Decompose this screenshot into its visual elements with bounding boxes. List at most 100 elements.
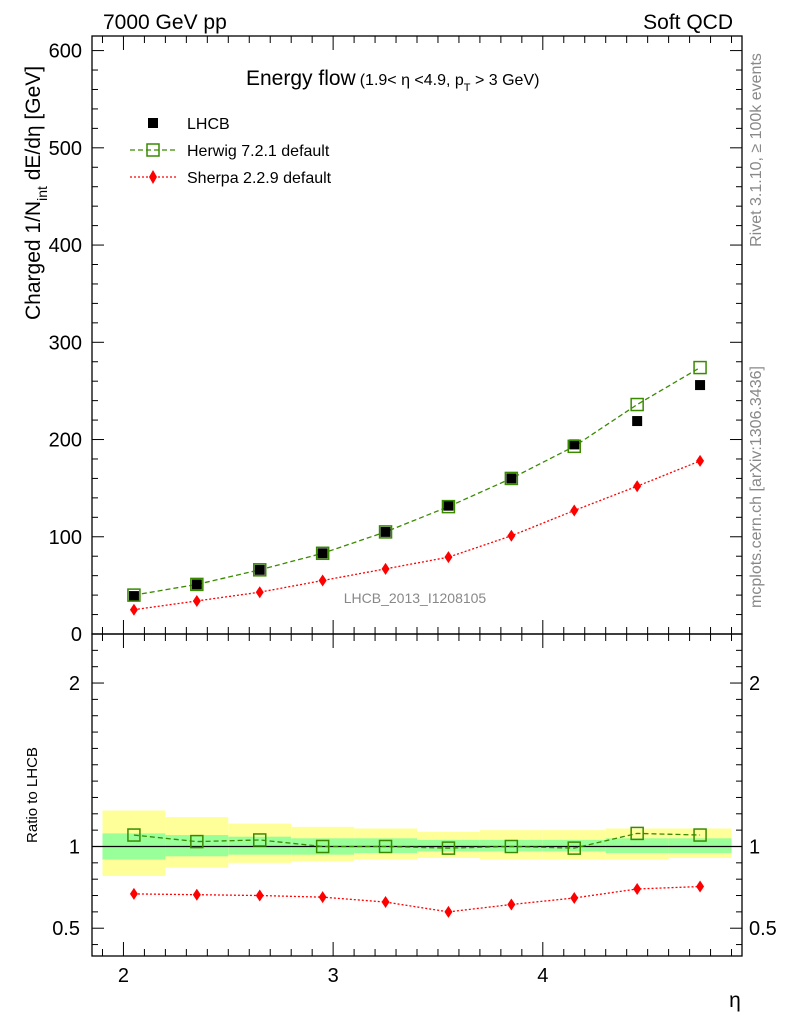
ratio-ylabel: Ratio to LHCB xyxy=(24,747,41,843)
header-right: Soft QCD xyxy=(643,11,733,34)
band-inner xyxy=(354,838,417,854)
lhcb-point xyxy=(380,526,391,537)
lhcb-point xyxy=(506,473,517,484)
herwig-point xyxy=(567,439,582,454)
lhcb-point xyxy=(254,564,265,575)
sherpa-point xyxy=(696,454,705,467)
sherpa-line xyxy=(133,460,701,611)
ratio-ytick-label: 1 xyxy=(69,836,80,858)
legend: LHCB Herwig 7.2.1 default Sherpa 2.2.9 d… xyxy=(130,116,332,187)
sherpa-point xyxy=(570,504,579,517)
legend-lhcb-label: LHCB xyxy=(187,116,230,133)
band-inner xyxy=(542,839,606,852)
chart-marks: 0 100 200 300 400 500 600 2 3 4 0.5 0.5 1 1 2 2 xyxy=(49,35,777,987)
herwig-point xyxy=(378,525,393,539)
sherpa-ratio-point xyxy=(192,888,201,901)
ratio-xtick-label: 2 xyxy=(118,965,129,987)
herwig-point xyxy=(315,546,330,561)
ratio-xlabel: η xyxy=(729,989,741,1012)
sherpa-point xyxy=(318,574,327,587)
sherpa-ratio-point xyxy=(633,882,642,895)
herwig-ratio-point xyxy=(315,839,330,854)
title-main: Energy flow xyxy=(246,67,357,90)
band-inner xyxy=(417,839,480,852)
herwig-ratio-point xyxy=(567,841,582,855)
main-ytick-label: 0 xyxy=(71,624,82,646)
lhcb-point xyxy=(443,500,454,511)
sherpa-point xyxy=(192,594,201,607)
sherpa-ratio-point xyxy=(444,905,453,918)
herwig-ratio-point xyxy=(252,833,267,847)
lhcb-point xyxy=(128,591,139,602)
herwig-ratio-point xyxy=(378,839,393,854)
header-left: 7000 GeV pp xyxy=(103,11,227,34)
herwig-point xyxy=(441,499,456,514)
legend-sherpa-marker xyxy=(149,170,157,184)
herwig-point xyxy=(190,577,204,592)
lhcb-point xyxy=(632,416,643,427)
band-inner xyxy=(668,838,732,854)
herwig-ratio-point xyxy=(127,828,141,842)
main-ytick-label: 600 xyxy=(49,41,82,63)
analysis-tag: LHCB_2013_I1208105 xyxy=(344,590,487,606)
main-ytick-label: 500 xyxy=(49,138,82,160)
band-inner xyxy=(605,838,669,854)
ratio-ytick-label: 2 xyxy=(69,673,80,695)
sherpa-point xyxy=(444,551,453,564)
herwig-point xyxy=(252,563,267,577)
herwig-ratio-point xyxy=(630,826,644,841)
sherpa-ratio-point xyxy=(507,898,516,911)
legend-sherpa-label: Sherpa 2.2.9 default xyxy=(187,170,332,187)
herwig-ratio-point xyxy=(693,828,707,842)
lhcb-point xyxy=(569,439,580,450)
sherpa-point xyxy=(507,529,516,542)
legend-herwig-marker xyxy=(146,143,160,157)
sherpa-point xyxy=(381,562,390,575)
sherpa-ratio-point xyxy=(696,880,705,893)
sherpa-ratio-line xyxy=(133,885,701,913)
title-sub: (1.9< η <4.9, p xyxy=(360,72,464,89)
herwig-point xyxy=(693,360,707,375)
main-ytick-label: 400 xyxy=(49,235,82,257)
title-sub-subscript: T xyxy=(464,82,471,94)
sherpa-ratio-point xyxy=(381,896,390,909)
sherpa-ratio-point xyxy=(255,889,264,902)
band-inner xyxy=(479,839,543,852)
ratio-ytick-label-right: 1 xyxy=(749,836,760,858)
ratio-xtick-label: 4 xyxy=(537,965,548,987)
herwig-ratio-line xyxy=(133,832,701,849)
sherpa-point xyxy=(633,480,642,493)
ratio-xtick-label: 3 xyxy=(328,965,339,987)
herwig-point xyxy=(504,471,519,486)
lhcb-point xyxy=(695,380,706,391)
main-ytick-label: 300 xyxy=(49,332,82,354)
sherpa-ratio-point xyxy=(129,887,138,900)
ratio-ytick-label: 0.5 xyxy=(52,918,80,940)
herwig-ratio-point xyxy=(504,839,519,854)
main-ylabel: Charged 1/Nint dE/dη [GeV] xyxy=(22,66,50,320)
ylabel-main: Charged 1/N xyxy=(22,201,45,320)
herwig-ratio-point xyxy=(441,841,456,855)
herwig-line xyxy=(133,367,701,596)
herwig-point xyxy=(630,397,644,412)
herwig-point xyxy=(127,588,141,602)
sherpa-point xyxy=(255,586,264,599)
lhcb-point xyxy=(317,548,328,559)
legend-lhcb-marker xyxy=(148,118,158,128)
ratio-ytick-label-right: 0.5 xyxy=(749,918,777,940)
main-ytick-label: 100 xyxy=(49,527,82,549)
lhcb-point xyxy=(191,579,202,590)
rivet-label: Rivet 3.1.10, ≥ 100k events xyxy=(748,53,765,247)
herwig-ratio-point xyxy=(190,834,204,849)
main-title: Energy flow (1.9< η <4.9, pT > 3 GeV) xyxy=(246,67,539,94)
ylabel-tail: dE/dη [GeV] xyxy=(22,66,45,186)
ylabel-subscript: int xyxy=(34,186,50,201)
sherpa-ratio-point xyxy=(318,891,327,904)
band-inner xyxy=(165,835,229,857)
main-ytick-label: 200 xyxy=(49,430,82,452)
sherpa-ratio-point xyxy=(570,891,579,904)
mcplots-label: mcplots.cern.ch [arXiv:1306.3436] xyxy=(748,366,765,608)
legend-herwig-label: Herwig 7.2.1 default xyxy=(187,143,330,160)
ratio-ytick-label-right: 2 xyxy=(749,673,760,695)
